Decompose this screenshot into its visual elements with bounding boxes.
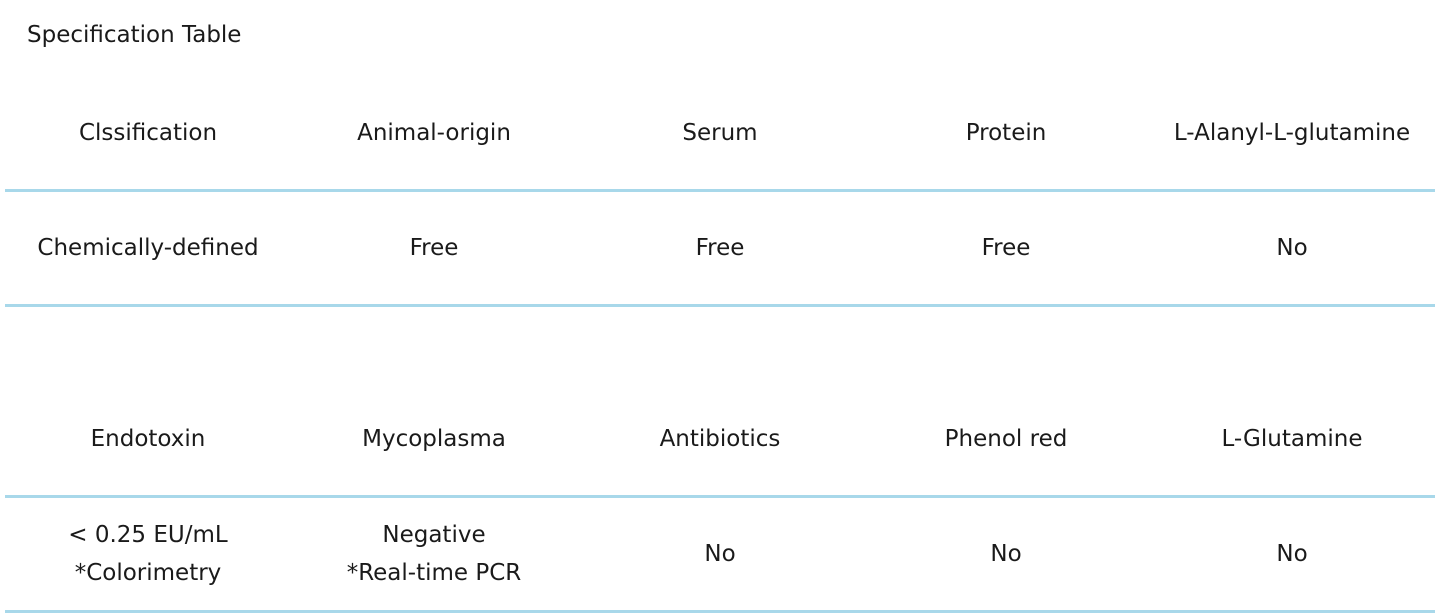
table-cell: Free xyxy=(863,190,1149,307)
table-cell: No xyxy=(1149,190,1435,307)
page-title: Specification Table xyxy=(27,22,242,48)
column-header: Serum xyxy=(577,112,863,192)
column-header: Protein xyxy=(863,112,1149,192)
column-header: L-Alanyl-L-glutamine xyxy=(1149,112,1435,192)
table-cell: Free xyxy=(577,190,863,307)
cell-note: *Real-time PCR xyxy=(346,560,522,586)
column-header: Endotoxin xyxy=(5,418,291,498)
cell-note: *Colorimetry xyxy=(74,560,222,586)
column-header: Mycoplasma xyxy=(291,418,577,498)
table-row: < 0.25 EU/mL *Colorimetry Negative *Real-t… xyxy=(5,496,1435,613)
cell-line: Negative xyxy=(382,522,486,548)
table-header-row: Endotoxin Mycoplasma Antibiotics Phenol … xyxy=(5,418,1435,498)
cell-line: < 0.25 EU/mL xyxy=(68,522,228,548)
column-header: Antibiotics xyxy=(577,418,863,498)
column-header: Phenol red xyxy=(863,418,1149,498)
table-cell: No xyxy=(577,496,863,613)
table-header-row: Clssification Animal-origin Serum Protei… xyxy=(5,112,1435,192)
cell-line: No xyxy=(990,541,1022,567)
spec-table-2: Endotoxin Mycoplasma Antibiotics Phenol … xyxy=(5,418,1435,613)
cell-line: No xyxy=(704,541,736,567)
table-cell: Negative *Real-time PCR xyxy=(291,496,577,613)
table-cell: Free xyxy=(291,190,577,307)
spec-table-1: Clssification Animal-origin Serum Protei… xyxy=(5,112,1435,307)
column-header: Animal-origin xyxy=(291,112,577,192)
column-header: L-Glutamine xyxy=(1149,418,1435,498)
cell-line: No xyxy=(1276,541,1308,567)
table-cell: Chemically-defined xyxy=(5,190,291,307)
column-header: Clssification xyxy=(5,112,291,192)
table-cell: No xyxy=(1149,496,1435,613)
table-cell: No xyxy=(863,496,1149,613)
table-cell: < 0.25 EU/mL *Colorimetry xyxy=(5,496,291,613)
table-row: Chemically-defined Free Free Free No xyxy=(5,190,1435,307)
